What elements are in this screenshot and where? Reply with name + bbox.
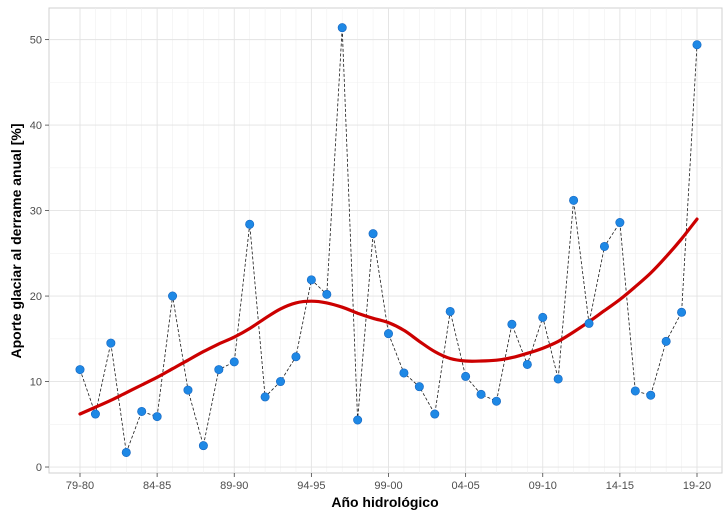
x-tick-label: 79-80 xyxy=(66,480,94,492)
trend-line xyxy=(78,217,699,416)
data-point xyxy=(445,306,455,316)
data-point xyxy=(692,40,702,50)
data-point xyxy=(183,385,193,395)
data-point xyxy=(661,336,671,346)
data-point xyxy=(214,365,224,375)
y-tick-label: 50 xyxy=(30,35,42,47)
y-tick-label: 20 xyxy=(30,291,42,303)
x-tick-label: 09-10 xyxy=(529,480,557,492)
y-axis-title: Aporte glaciar al derrame anual [%] xyxy=(8,124,24,359)
x-tick-label: 84-85 xyxy=(143,480,171,492)
grid-minor xyxy=(49,8,722,473)
y-tick-label: 0 xyxy=(36,462,42,474)
data-point xyxy=(569,195,579,205)
data-point xyxy=(260,392,270,402)
data-point xyxy=(75,365,85,375)
data-point xyxy=(90,409,100,419)
data-point xyxy=(198,441,208,451)
data-point xyxy=(152,412,162,422)
data-point xyxy=(491,396,501,406)
x-tick-label: 04-05 xyxy=(452,480,480,492)
data-point xyxy=(476,389,486,399)
data-point xyxy=(615,218,625,228)
data-point xyxy=(291,352,301,362)
data-point xyxy=(245,219,255,229)
x-tick-label: 99-00 xyxy=(374,480,402,492)
x-tick-label: 89-90 xyxy=(220,480,248,492)
data-point xyxy=(646,390,656,400)
data-point xyxy=(106,338,116,348)
x-axis-title: Año hidrológico xyxy=(331,494,438,510)
data-point xyxy=(229,357,239,367)
y-tick-label: 10 xyxy=(30,377,42,389)
x-axis: 79-80 84-85 89-90 94-95 99-00 04-05 09-10 14-15… xyxy=(66,473,711,492)
observed-dashed-line xyxy=(79,27,698,453)
data-point xyxy=(430,409,440,419)
data-point xyxy=(368,229,378,239)
data-point xyxy=(507,319,517,329)
data-point xyxy=(353,415,363,425)
y-axis: 0 10 20 30 40 50 xyxy=(30,35,49,474)
data-point xyxy=(414,382,424,392)
y-tick-label: 40 xyxy=(30,120,42,132)
data-point xyxy=(399,368,409,378)
data-point xyxy=(461,371,471,381)
data-point xyxy=(121,447,131,457)
x-tick-label: 14-15 xyxy=(606,480,634,492)
data-point xyxy=(337,23,347,33)
data-point xyxy=(168,291,178,301)
x-tick-label: 94-95 xyxy=(297,480,325,492)
data-point xyxy=(276,377,286,387)
data-point xyxy=(538,312,548,322)
data-point xyxy=(322,289,332,299)
data-point xyxy=(630,386,640,396)
data-point xyxy=(599,241,609,251)
plot-panel xyxy=(48,7,723,474)
data-point xyxy=(584,318,594,328)
x-tick-label: 19-20 xyxy=(683,480,711,492)
data-point xyxy=(553,374,563,384)
data-point xyxy=(306,275,316,285)
data-point xyxy=(383,329,393,339)
data-point xyxy=(677,307,687,317)
series-layer xyxy=(75,23,702,457)
data-point xyxy=(522,359,532,369)
y-tick-label: 30 xyxy=(30,206,42,218)
data-point xyxy=(137,406,147,416)
grid-major xyxy=(49,8,722,473)
